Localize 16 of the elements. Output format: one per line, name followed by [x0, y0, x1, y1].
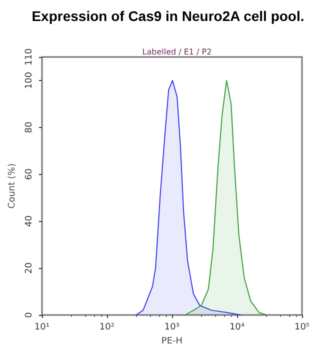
- y-axis-title: Count (%): [8, 163, 18, 209]
- x-tick-label: 10³: [164, 322, 180, 332]
- chart-subtitle: Labelled / E1 / P2: [142, 48, 212, 56]
- x-tick-label: 10⁴: [229, 322, 245, 332]
- x-tick-label: 10¹: [34, 322, 50, 332]
- y-tick-label: 40: [24, 215, 34, 227]
- x-tick-label: 10⁵: [294, 322, 310, 332]
- y-tick-label: 0: [24, 312, 34, 318]
- y-tick-label: 20: [24, 262, 34, 274]
- y-tick-label: 110: [24, 48, 34, 66]
- y-tick-label: 60: [24, 168, 34, 180]
- y-tick-label: 100: [24, 72, 34, 90]
- x-tick-label: 10²: [99, 322, 115, 332]
- y-tick-label: 80: [24, 121, 34, 134]
- x-axis-title: PE-H: [161, 336, 183, 346]
- chart-title: Expression of Cas9 in Neuro2A cell pool.: [32, 8, 304, 24]
